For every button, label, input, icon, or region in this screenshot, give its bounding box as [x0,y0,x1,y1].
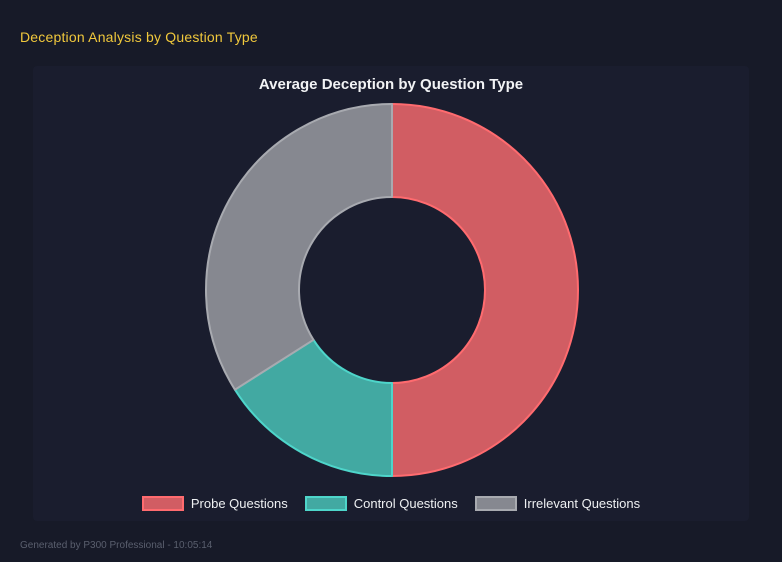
legend-item-probe-questions[interactable]: Probe Questions [141,496,288,511]
legend-item-control-questions[interactable]: Control Questions [304,496,458,511]
donut-chart [205,103,579,477]
legend-swatch-irrelevant-questions [474,496,517,511]
chart-title: Average Deception by Question Type [258,76,524,93]
chart-panel: Average Deception by Question Type Probe… [33,66,749,521]
footer-text: Generated by P300 Professional - 10:05:1… [20,540,213,551]
donut-chart-area [202,100,582,480]
legend-item-irrelevant-questions[interactable]: Irrelevant Questions [474,496,641,511]
legend-swatch-control-questions [304,496,347,511]
legend-swatch-probe-questions [141,496,184,511]
page-title: Deception Analysis by Question Type [20,29,258,45]
chart-legend: Probe Questions Control Questions Irreleva… [33,496,749,511]
donut-segment-irrelevant-questions[interactable] [205,103,393,391]
donut-segment-probe-questions[interactable] [391,103,579,477]
legend-label: Control Questions [353,496,458,511]
legend-label: Probe Questions [190,496,288,511]
donut-segment-control-questions[interactable] [233,338,393,477]
legend-label: Irrelevant Questions [523,496,641,511]
